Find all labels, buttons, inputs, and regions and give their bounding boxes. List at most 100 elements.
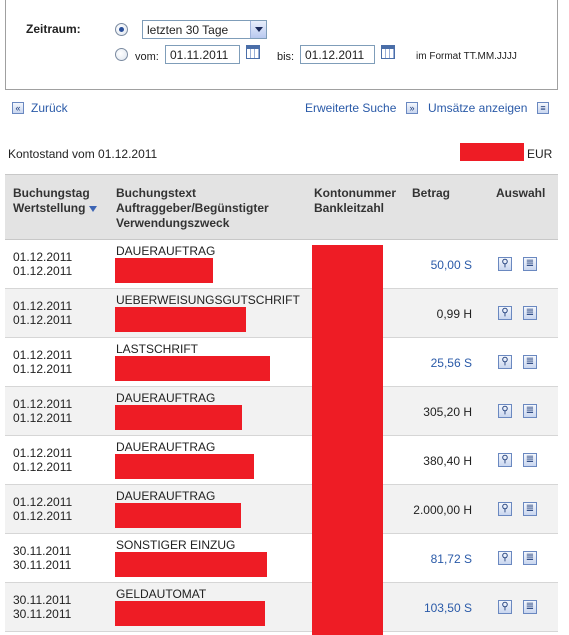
redacted-details <box>115 503 241 528</box>
document-icon[interactable]: ≣ <box>523 502 537 516</box>
chevron-down-icon[interactable] <box>250 21 266 38</box>
table-row[interactable]: 30.11.2011 30.11.2011 SONSTIGER EINZUG 81,7… <box>5 534 558 583</box>
document-icon[interactable]: ≣ <box>523 257 537 271</box>
booking-date: 01.12.2011 <box>13 348 73 362</box>
from-date-input[interactable]: 01.11.2011 <box>165 45 240 64</box>
redacted-account-column <box>312 245 383 635</box>
zeitraum-label: Zeitraum: <box>26 22 81 36</box>
document-icon[interactable]: ≣ <box>523 600 537 614</box>
header-text-line1: Buchungstext <box>116 186 197 200</box>
transactions-table: Buchungstag Wertstellung Buchungstext Au… <box>5 174 558 635</box>
magnifier-icon[interactable]: ⚲ <box>498 600 512 614</box>
redacted-balance <box>460 143 524 161</box>
booking-type: DAUERAUFTRAG <box>116 440 216 454</box>
amount: 2.000,00 H <box>413 503 472 517</box>
show-transactions-link[interactable]: Umsätze anzeigen <box>428 101 528 115</box>
booking-date: 30.11.2011 <box>13 593 72 607</box>
date-format-hint: im Format TT.MM.JJJJ <box>416 51 517 62</box>
redacted-details <box>115 454 254 479</box>
document-icon[interactable]: ≣ <box>523 355 537 369</box>
date-filter-panel: Zeitraum: letzten 30 Tage vom: 01.11.201… <box>5 0 558 90</box>
advanced-search-link[interactable]: Erweiterte Suche <box>305 101 397 115</box>
redacted-details <box>115 258 213 283</box>
booking-type: DAUERAUFTRAG <box>116 391 216 405</box>
redacted-details <box>115 307 246 332</box>
table-row[interactable]: 01.12.2011 01.12.2011 UEBERWEISUNGSGUTSCHR… <box>5 289 558 338</box>
balance-currency: EUR <box>527 147 553 161</box>
redacted-details <box>115 552 267 577</box>
list-icon[interactable]: ≡ <box>537 102 549 114</box>
balance-label: Kontostand vom 01.12.2011 <box>8 147 158 161</box>
table-row[interactable]: 30.11.2011 30.11.2011 GELDAUTOMAT 103,50 S ⚲… <box>5 583 558 632</box>
value-date: 01.12.2011 <box>13 264 73 278</box>
header-text-line2: Auftraggeber/Begünstigter <box>116 201 269 215</box>
forward-arrow-icon[interactable]: » <box>406 102 418 114</box>
amount: 305,20 H <box>423 405 472 419</box>
booking-type: DAUERAUFTRAG <box>116 244 216 258</box>
booking-date: 01.12.2011 <box>13 250 73 264</box>
booking-date: 01.12.2011 <box>13 299 73 313</box>
booking-date: 01.12.2011 <box>13 446 73 460</box>
header-text-line3: Verwendungszweck <box>116 216 230 230</box>
redacted-details <box>115 356 270 381</box>
magnifier-icon[interactable]: ⚲ <box>498 355 512 369</box>
magnifier-icon[interactable]: ⚲ <box>498 257 512 271</box>
to-date-input[interactable]: 01.12.2011 <box>300 45 375 64</box>
value-date: 30.11.2011 <box>13 607 72 621</box>
value-date: 30.11.2011 <box>13 558 72 572</box>
redacted-details <box>115 405 242 430</box>
document-icon[interactable]: ≣ <box>523 404 537 418</box>
table-row[interactable]: 01.12.2011 01.12.2011 DAUERAUFTRAG 50,00 S ⚲… <box>5 240 558 289</box>
header-account-line1: Kontonummer <box>314 186 396 200</box>
magnifier-icon[interactable]: ⚲ <box>498 502 512 516</box>
magnifier-icon[interactable]: ⚲ <box>498 404 512 418</box>
value-date: 01.12.2011 <box>13 460 73 474</box>
radio-period-preset[interactable] <box>115 23 128 36</box>
booking-date: 30.11.2011 <box>13 544 72 558</box>
document-icon[interactable]: ≣ <box>523 306 537 320</box>
header-text: Buchungstext Auftraggeber/Begünstigter V… <box>116 186 269 231</box>
magnifier-icon[interactable]: ⚲ <box>498 551 512 565</box>
from-label: vom: <box>135 51 159 63</box>
period-select[interactable]: letzten 30 Tage <box>142 20 267 39</box>
value-date: 01.12.2011 <box>13 313 73 327</box>
header-date[interactable]: Buchungstag Wertstellung <box>13 186 98 216</box>
booking-type: LASTSCHRIFT <box>116 342 199 356</box>
magnifier-icon[interactable]: ⚲ <box>498 453 512 467</box>
header-date-line2: Wertstellung <box>13 201 86 215</box>
header-amount: Betrag <box>412 186 451 200</box>
booking-date: 01.12.2011 <box>13 495 73 509</box>
table-row[interactable]: 01.12.2011 01.12.2011 DAUERAUFTRAG 380,40 H… <box>5 436 558 485</box>
amount: 50,00 S <box>430 258 472 272</box>
header-account: Kontonummer Bankleitzahl <box>314 186 396 216</box>
value-date: 01.12.2011 <box>13 411 73 425</box>
calendar-icon[interactable] <box>381 45 395 59</box>
booking-date: 01.12.2011 <box>13 397 73 411</box>
header-account-line2: Bankleitzahl <box>314 201 385 215</box>
value-date: 01.12.2011 <box>13 509 73 523</box>
document-icon[interactable]: ≣ <box>523 551 537 565</box>
amount: 25,56 S <box>430 356 472 370</box>
calendar-icon[interactable] <box>246 45 260 59</box>
amount: 103,50 S <box>423 601 472 615</box>
amount: 81,72 S <box>430 552 472 566</box>
back-link[interactable]: Zurück <box>31 101 68 115</box>
radio-custom-range[interactable] <box>115 48 128 61</box>
magnifier-icon[interactable]: ⚲ <box>498 306 512 320</box>
table-row[interactable]: 01.12.2011 01.12.2011 DAUERAUFTRAG 2.000,00… <box>5 485 558 534</box>
booking-type: DAUERAUFTRAG <box>116 489 216 503</box>
value-date: 01.12.2011 <box>13 362 73 376</box>
booking-type: SONSTIGER EINZUG <box>116 538 236 552</box>
booking-type: UEBERWEISUNGSGUTSCHRIFT <box>116 293 300 307</box>
header-action: Auswahl <box>496 186 546 200</box>
back-arrow-icon[interactable]: « <box>12 102 24 114</box>
header-date-line1: Buchungstag <box>13 186 90 200</box>
document-icon[interactable]: ≣ <box>523 453 537 467</box>
to-label: bis: <box>277 51 295 63</box>
redacted-details <box>115 601 265 626</box>
period-select-value: letzten 30 Tage <box>147 23 229 37</box>
table-row[interactable]: 01.12.2011 01.12.2011 DAUERAUFTRAG 305,20 H… <box>5 387 558 436</box>
sort-down-icon[interactable] <box>89 205 98 212</box>
table-header: Buchungstag Wertstellung Buchungstext Au… <box>5 174 558 240</box>
table-row[interactable]: 01.12.2011 01.12.2011 LASTSCHRIFT 25,56 S ⚲ ≣ <box>5 338 558 387</box>
